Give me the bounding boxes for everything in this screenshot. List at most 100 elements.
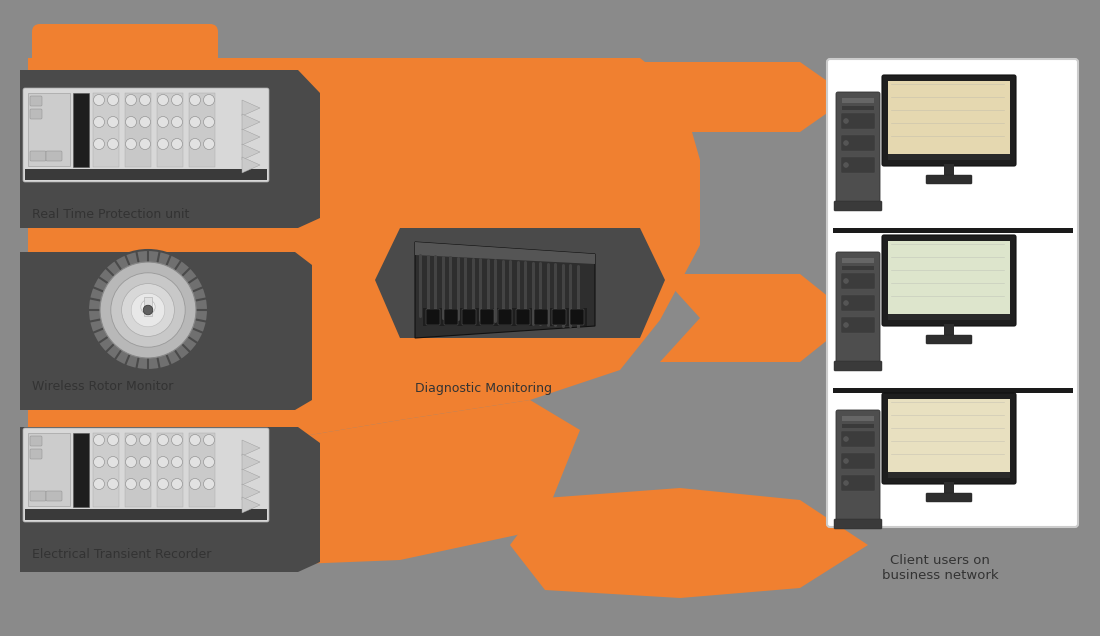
- FancyBboxPatch shape: [30, 151, 46, 161]
- FancyBboxPatch shape: [842, 135, 874, 151]
- Circle shape: [844, 436, 848, 441]
- Circle shape: [108, 95, 119, 106]
- Bar: [28, 433, 70, 506]
- Circle shape: [189, 478, 200, 490]
- Bar: [888, 314, 1010, 320]
- Bar: [25, 509, 267, 520]
- FancyBboxPatch shape: [426, 309, 440, 325]
- Polygon shape: [242, 144, 260, 160]
- Bar: [888, 241, 1010, 314]
- Bar: [73, 93, 89, 167]
- FancyBboxPatch shape: [926, 493, 972, 502]
- Circle shape: [94, 434, 104, 445]
- Bar: [842, 424, 874, 428]
- Bar: [424, 308, 587, 326]
- Polygon shape: [375, 228, 666, 338]
- Circle shape: [189, 116, 200, 127]
- FancyBboxPatch shape: [926, 335, 972, 344]
- FancyBboxPatch shape: [23, 88, 270, 182]
- Circle shape: [108, 434, 119, 445]
- FancyBboxPatch shape: [834, 519, 882, 529]
- FancyBboxPatch shape: [842, 113, 874, 129]
- Circle shape: [189, 139, 200, 149]
- Bar: [28, 93, 70, 166]
- Bar: [73, 433, 89, 507]
- Circle shape: [204, 116, 214, 127]
- Circle shape: [100, 262, 196, 358]
- FancyBboxPatch shape: [516, 309, 530, 325]
- FancyBboxPatch shape: [836, 410, 880, 522]
- Circle shape: [125, 457, 136, 467]
- Circle shape: [172, 95, 183, 106]
- Circle shape: [172, 434, 183, 445]
- FancyBboxPatch shape: [46, 151, 62, 161]
- Bar: [157, 93, 183, 167]
- Text: Wireless Rotor Monitor: Wireless Rotor Monitor: [32, 380, 174, 393]
- FancyBboxPatch shape: [882, 393, 1016, 484]
- Circle shape: [172, 139, 183, 149]
- Bar: [888, 81, 1010, 154]
- Bar: [94, 93, 119, 167]
- Circle shape: [140, 434, 151, 445]
- Circle shape: [140, 457, 151, 467]
- Circle shape: [125, 116, 136, 127]
- Polygon shape: [242, 469, 260, 485]
- Circle shape: [143, 305, 153, 315]
- Polygon shape: [415, 242, 595, 264]
- Circle shape: [844, 279, 848, 284]
- Circle shape: [140, 139, 151, 149]
- Polygon shape: [242, 100, 260, 116]
- FancyBboxPatch shape: [30, 449, 42, 459]
- Circle shape: [189, 457, 200, 467]
- Circle shape: [122, 284, 175, 336]
- Circle shape: [844, 481, 848, 485]
- Polygon shape: [28, 58, 700, 448]
- Bar: [144, 297, 152, 316]
- Circle shape: [108, 457, 119, 467]
- FancyBboxPatch shape: [827, 59, 1078, 527]
- Circle shape: [94, 95, 104, 106]
- Bar: [94, 433, 119, 507]
- FancyBboxPatch shape: [836, 252, 880, 364]
- FancyBboxPatch shape: [842, 317, 874, 333]
- Circle shape: [204, 457, 214, 467]
- Text: Real Time Protection unit: Real Time Protection unit: [32, 208, 189, 221]
- Circle shape: [140, 478, 151, 490]
- Text: Electrical Transient Recorder: Electrical Transient Recorder: [32, 548, 211, 561]
- Text: Diagnostic Monitoring: Diagnostic Monitoring: [415, 382, 552, 395]
- Polygon shape: [242, 497, 260, 513]
- Polygon shape: [242, 129, 260, 145]
- Bar: [833, 388, 1072, 393]
- FancyBboxPatch shape: [842, 273, 874, 289]
- FancyBboxPatch shape: [842, 295, 874, 311]
- Polygon shape: [242, 484, 260, 500]
- FancyBboxPatch shape: [462, 309, 476, 325]
- Polygon shape: [625, 62, 850, 132]
- Polygon shape: [660, 274, 855, 362]
- Circle shape: [125, 478, 136, 490]
- Circle shape: [204, 434, 214, 445]
- Circle shape: [172, 457, 183, 467]
- Circle shape: [94, 478, 104, 490]
- FancyBboxPatch shape: [498, 309, 512, 325]
- Bar: [25, 169, 267, 180]
- Polygon shape: [28, 400, 580, 568]
- FancyBboxPatch shape: [30, 109, 42, 119]
- Bar: [888, 399, 1010, 472]
- Polygon shape: [20, 70, 320, 228]
- Bar: [944, 482, 954, 496]
- Circle shape: [131, 293, 165, 327]
- Circle shape: [204, 478, 214, 490]
- FancyBboxPatch shape: [534, 309, 548, 325]
- FancyBboxPatch shape: [926, 175, 972, 184]
- FancyBboxPatch shape: [836, 92, 880, 204]
- Circle shape: [204, 139, 214, 149]
- Circle shape: [157, 434, 168, 445]
- Polygon shape: [20, 252, 312, 410]
- Bar: [125, 433, 151, 507]
- Circle shape: [844, 322, 848, 328]
- Bar: [189, 433, 214, 507]
- Circle shape: [172, 116, 183, 127]
- Circle shape: [844, 118, 848, 123]
- Circle shape: [157, 139, 168, 149]
